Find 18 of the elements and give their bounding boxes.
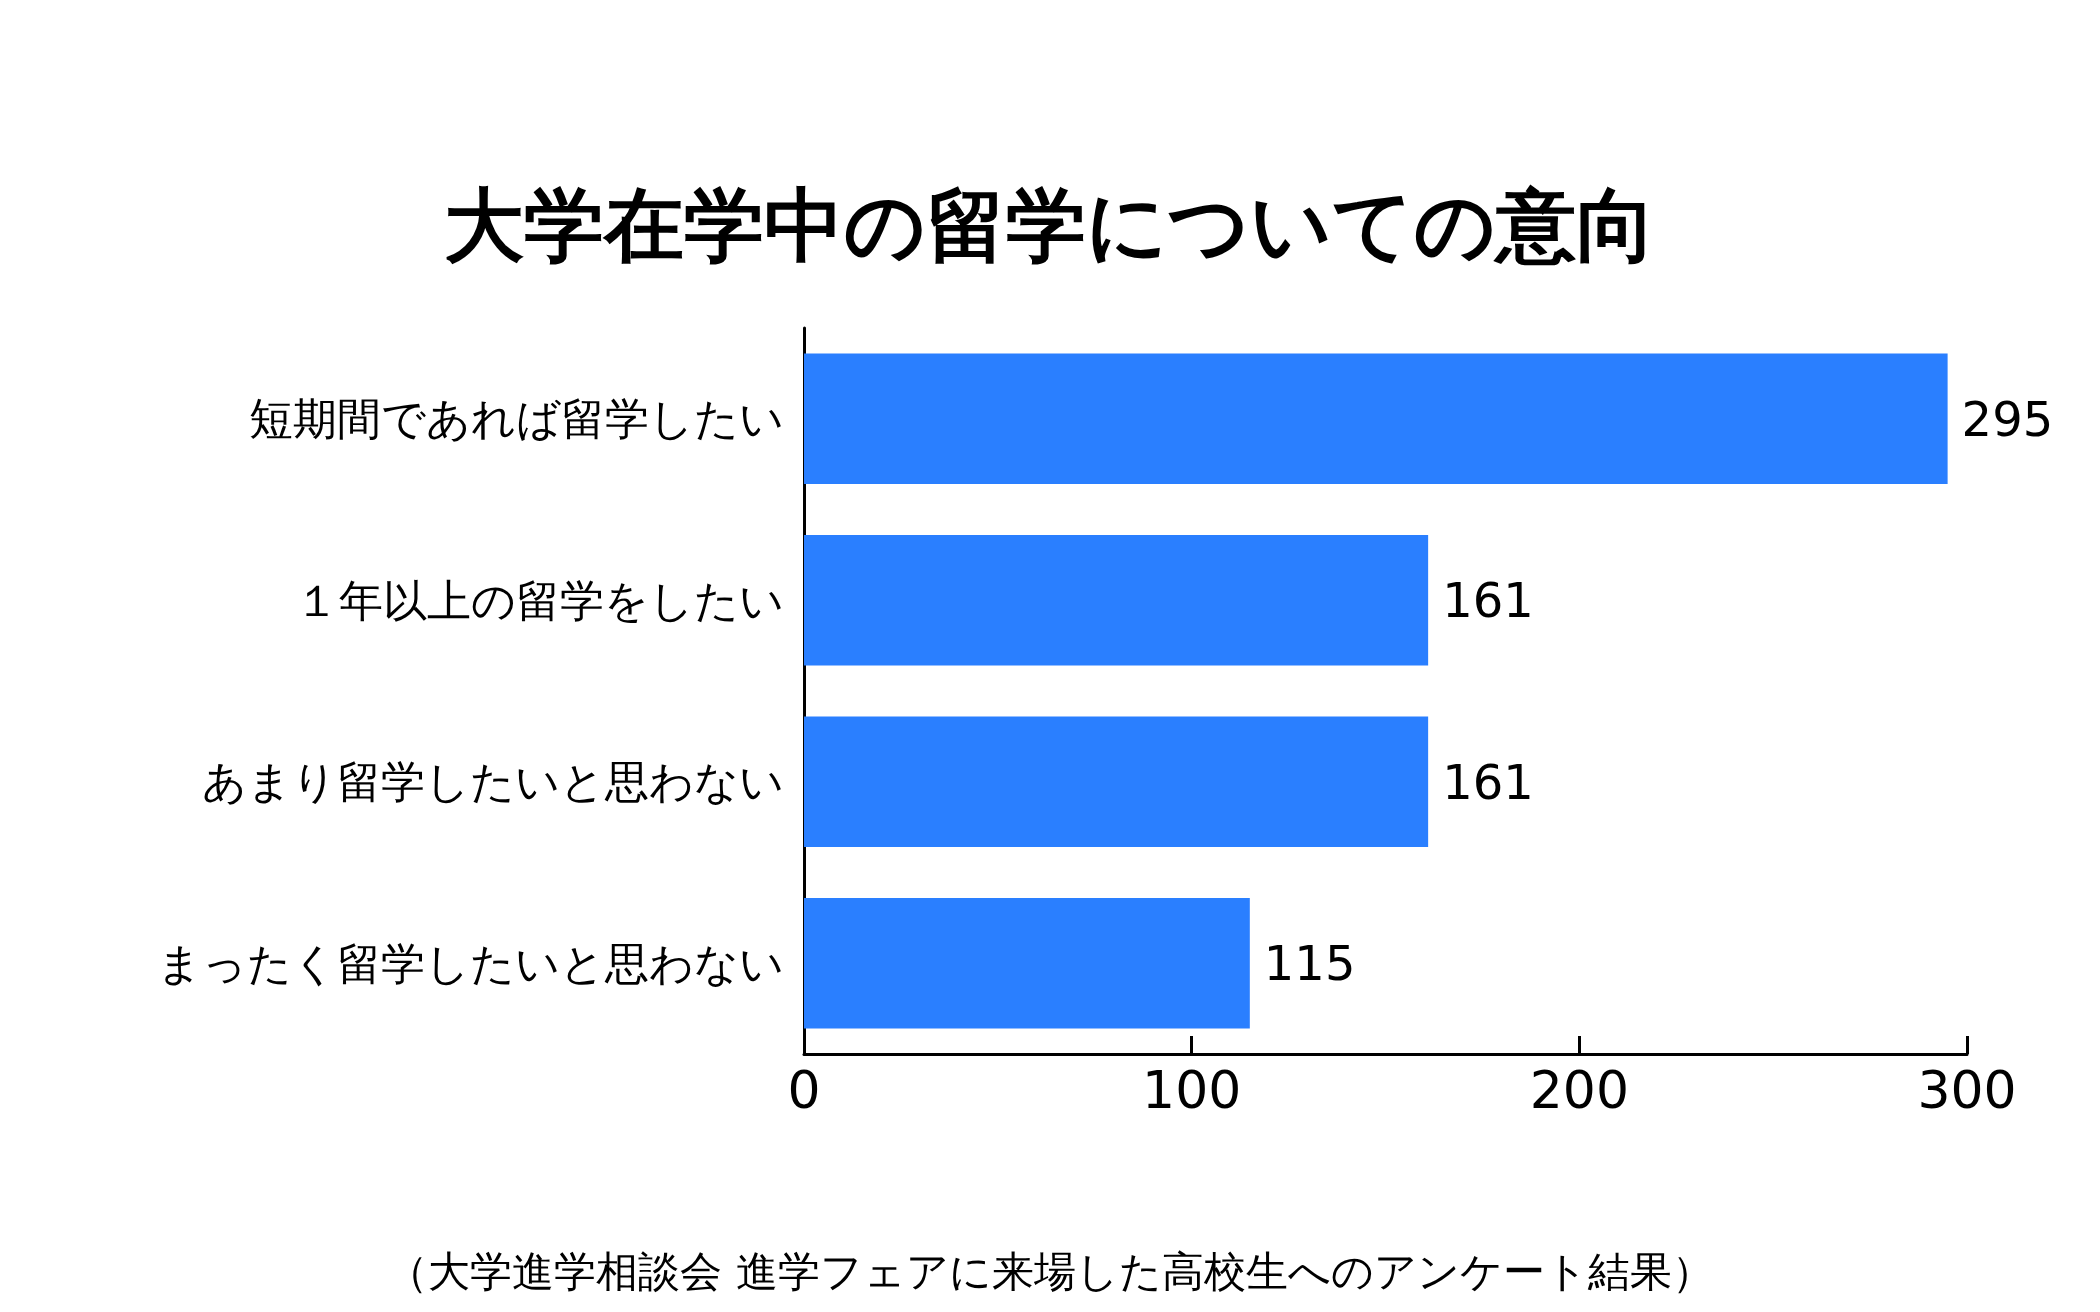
data-label: 295 [1961,390,2054,447]
y-tick-label: あまり留学したいと思わない [202,756,784,808]
data-label: 161 [1442,753,1534,810]
bar [804,534,1429,666]
x-tick-label: 100 [1142,1060,1242,1120]
y-tick-label: 短期間であれば留学したい [249,393,784,445]
bar [804,716,1429,848]
bar [804,353,1948,485]
y-tick-label: １年以上の留学をしたい [295,574,784,626]
y-tick-label: まったく留学したいと思わない [157,937,784,989]
data-label: 115 [1263,935,1356,992]
text: （大学進学相談会 進学フェアに来場した高校生へのアンケート結果） [386,1246,1714,1296]
bar [804,897,1250,1029]
x-tick-label: 200 [1529,1060,1629,1120]
x-tick-label: 300 [1917,1060,2017,1120]
data-label: 161 [1442,572,1534,629]
x-tick-label: 0 [787,1060,821,1120]
chart-title: 大学在学中の留学についての意向 [444,178,1656,272]
